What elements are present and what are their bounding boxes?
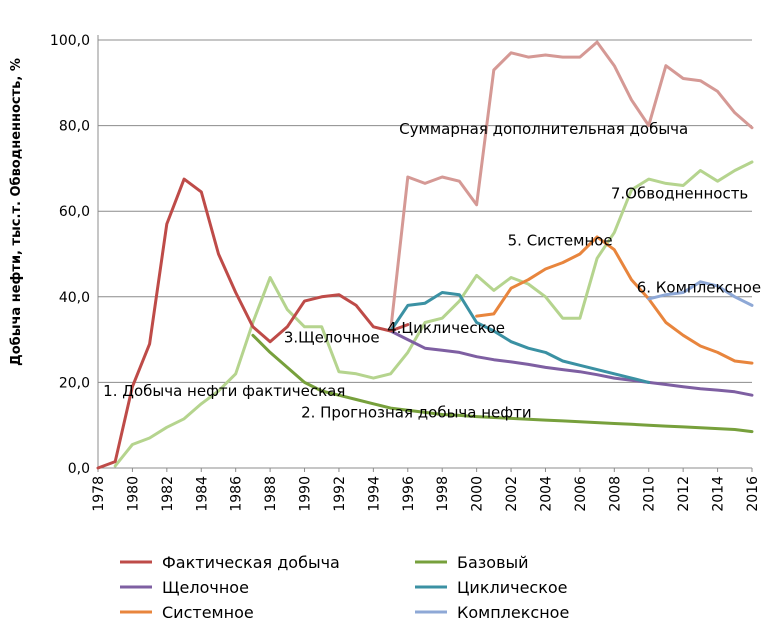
x-tick-label: 1980 — [125, 476, 141, 512]
series-line-фактическая-добыча — [96, 177, 410, 470]
x-tick-label: 1990 — [298, 476, 314, 512]
x-tick-label: 2012 — [676, 476, 692, 512]
annotation-shch: 3.Щелочное — [284, 329, 380, 347]
annotation-summ: Суммарная дополнительная добыча — [399, 120, 688, 138]
series-line-обводненность — [113, 160, 754, 468]
x-tick-label: 1992 — [332, 476, 348, 512]
x-tick-labels: 1978 1980 1982 1984 1986 1988 1990 1992 1994 1996… — [91, 468, 761, 512]
x-tick-label: 2006 — [573, 476, 589, 512]
x-tick-label: 1986 — [229, 476, 245, 512]
series-line-циклическое — [389, 291, 651, 384]
x-tick-label: 2000 — [470, 476, 486, 512]
series-lines — [96, 40, 754, 470]
annotation-prog: 2. Прогнозная добыча нефти — [301, 403, 532, 421]
annotations: Суммарная дополнительная добыча 7.Обводне… — [103, 120, 761, 421]
series-line-комплексное — [647, 280, 754, 307]
x-tick-label: 1988 — [263, 476, 279, 512]
legend-label: Щелочное — [162, 578, 249, 597]
series-line-системное — [475, 235, 754, 365]
legend-label: Циклическое — [457, 578, 568, 597]
legend-label: Базовый — [457, 553, 529, 572]
y-tick-label: 0,0 — [68, 461, 90, 477]
series-line-суммарная-дополнительная-добыча — [389, 40, 754, 333]
x-tick-label: 1996 — [401, 476, 417, 512]
annotation-fact: 1. Добыча нефти фактическая — [103, 382, 345, 400]
y-axis-label: Добыча нефти, тыс.т. Обводненность, % — [9, 58, 24, 366]
legend: Фактическая добыча Базовый Щелочное Цикличе… — [120, 553, 569, 622]
x-tick-label: 2010 — [642, 476, 658, 512]
x-tick-label: 1982 — [160, 476, 176, 512]
y-tick-label: 60,0 — [59, 204, 90, 220]
x-tick-label: 2008 — [607, 476, 623, 512]
x-tick-label: 1994 — [366, 476, 382, 512]
series-line-базовый — [251, 333, 754, 434]
y-tick-labels: 0,0 20,0 40,0 60,0 80,0 100,0 — [50, 33, 90, 477]
axes — [97, 35, 752, 469]
y-tick-label: 100,0 — [50, 33, 90, 49]
y-tick-label: 20,0 — [59, 375, 90, 391]
x-tick-label: 1998 — [435, 476, 451, 512]
annotation-kompl: 6. Комплексное — [637, 279, 761, 297]
annotation-sys: 5. Системное — [508, 231, 613, 249]
annotation-cycl: 4.Циклическое — [387, 319, 505, 337]
x-tick-label: 2004 — [538, 476, 554, 512]
x-tick-label: 1978 — [91, 476, 107, 512]
y-tick-label: 40,0 — [59, 290, 90, 306]
series-line-щелочное — [389, 329, 754, 397]
legend-label: Фактическая добыча — [162, 553, 340, 572]
x-tick-label: 2002 — [504, 476, 520, 512]
annotation-obv: 7.Обводненность — [611, 184, 748, 202]
x-tick-label: 2016 — [745, 476, 761, 512]
y-tick-label: 80,0 — [59, 119, 90, 135]
legend-label: Комплексное — [457, 603, 569, 622]
x-tick-label: 1984 — [194, 476, 210, 512]
legend-label: Системное — [162, 603, 254, 622]
x-tick-label: 2014 — [711, 476, 727, 512]
